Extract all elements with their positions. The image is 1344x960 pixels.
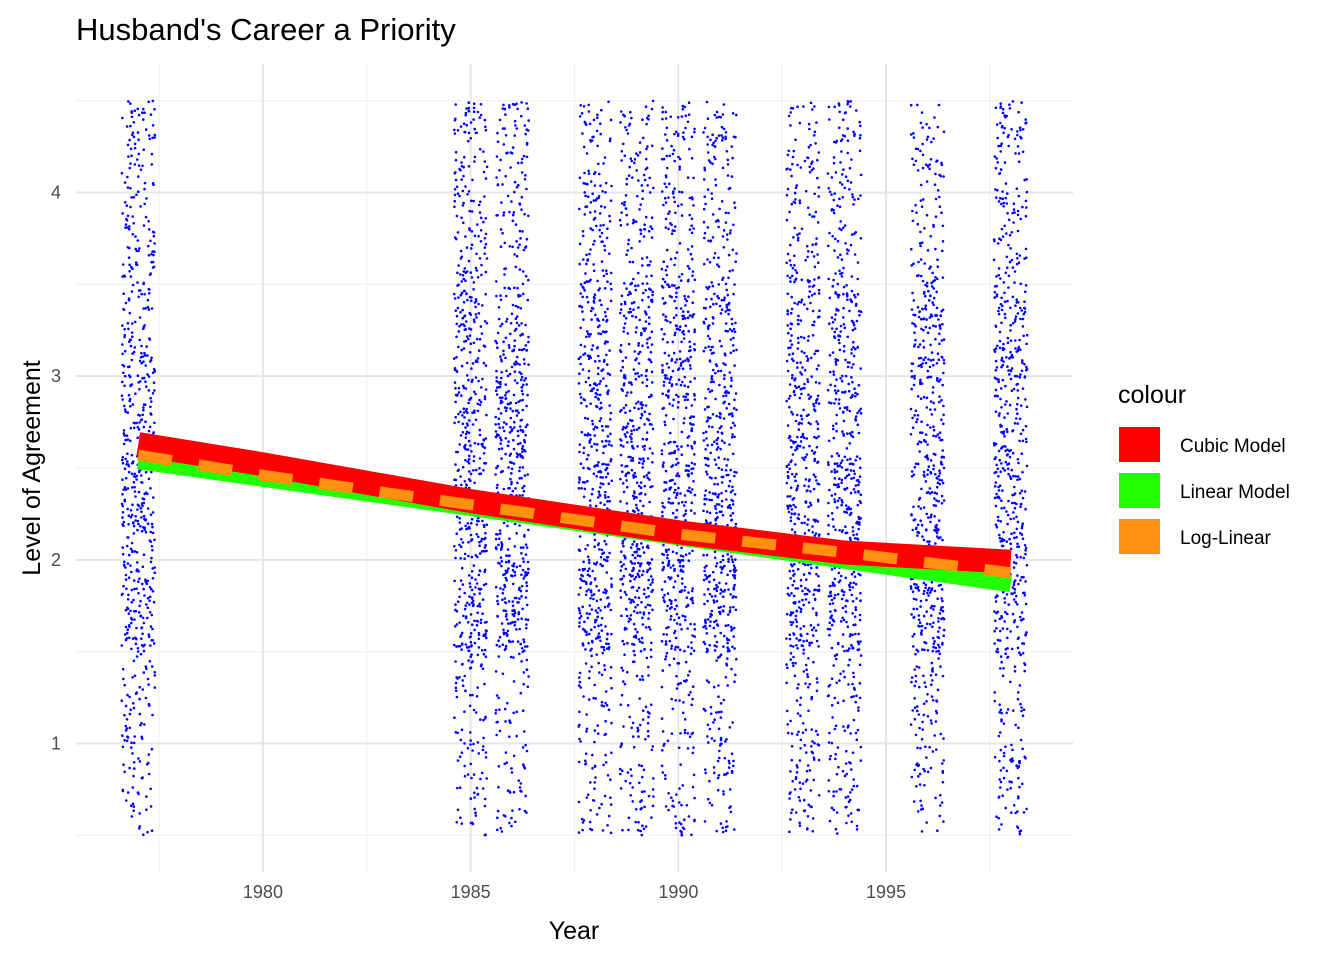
legend-title: colour <box>1118 381 1186 409</box>
y-tick-labels: 1 2 3 4 <box>51 183 61 754</box>
x-tick-label: 1985 <box>451 882 491 902</box>
legend-label: Cubic Model <box>1180 436 1286 457</box>
legend: colour Cubic Model Linear Model Log-Linear <box>1118 381 1290 554</box>
x-tick-labels: 1980 1985 1990 1995 <box>243 882 906 902</box>
legend-swatch <box>1119 519 1160 554</box>
x-tick-label: 1990 <box>658 882 698 902</box>
x-axis-title: Year <box>549 917 600 945</box>
y-tick-label: 4 <box>51 183 61 203</box>
y-tick-label: 2 <box>51 550 61 570</box>
legend-label: Log-Linear <box>1180 528 1272 549</box>
y-axis-title: Level of Agreement <box>18 360 46 575</box>
x-tick-label: 1980 <box>243 882 283 902</box>
x-tick-label: 1995 <box>866 882 906 902</box>
model-lines <box>136 432 1012 593</box>
grid-major <box>76 64 1073 872</box>
log-linear-line <box>137 449 1012 579</box>
y-tick-label: 3 <box>51 366 61 386</box>
chart-title: Husband's Career a Priority <box>76 12 456 47</box>
y-tick-label: 1 <box>51 733 61 753</box>
grid-minor <box>76 64 1073 872</box>
legend-swatch <box>1119 473 1160 508</box>
legend-label: Linear Model <box>1180 482 1290 503</box>
legend-swatch <box>1119 427 1160 462</box>
